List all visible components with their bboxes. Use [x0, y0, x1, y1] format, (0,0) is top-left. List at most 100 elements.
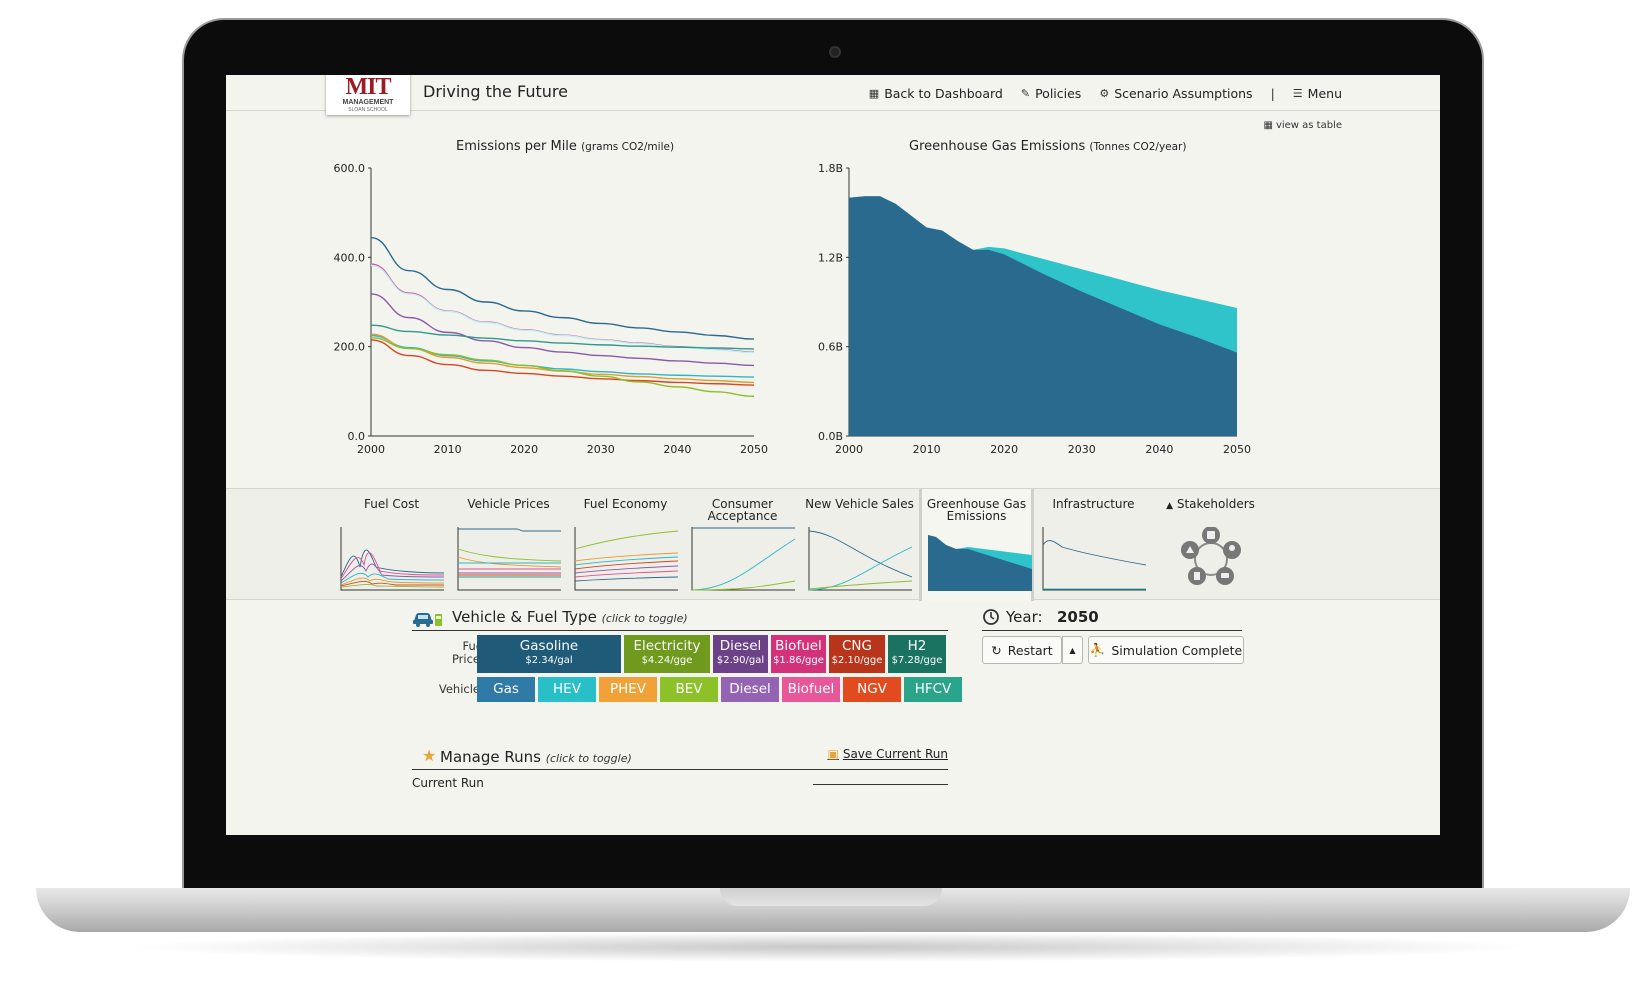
fuel-diesel-button[interactable]: Diesel $2.90/gal: [713, 635, 768, 673]
laptop-shadow: [120, 932, 1540, 962]
nav-scenario-assumptions[interactable]: ⚙ Scenario Assumptions: [1099, 86, 1252, 101]
top-bar: MIT MANAGEMENT SLOAN SCHOOL Driving the …: [226, 75, 1440, 115]
nav-separator: |: [1270, 86, 1275, 101]
y-tick-label: 400.0: [334, 251, 366, 264]
nav-assumptions-label: Scenario Assumptions: [1114, 86, 1253, 101]
tab-label: Fuel Cost: [363, 497, 420, 511]
emissions-series-line-7: [370, 339, 755, 386]
app-screen: MIT MANAGEMENT SLOAN SCHOOL Driving the …: [226, 75, 1440, 835]
stakeholders-label: Stakeholders: [1176, 497, 1255, 511]
ghg-chart-unit: (Tonnes CO2/year): [1089, 141, 1187, 153]
tab-new-vehicle-sales[interactable]: New Vehicle Sales: [802, 489, 917, 601]
fuel-price: $2.90/gal: [716, 655, 765, 666]
emissions-series-line-3: [370, 293, 755, 367]
tab-fuel-economy[interactable]: Fuel Economy: [568, 489, 683, 601]
tab-label: Fuel Economy: [583, 497, 668, 511]
emissions-series-line-4: [370, 324, 755, 350]
x-tick-label: 2020: [990, 443, 1018, 456]
tab-label: Greenhouse Gas Emissions: [926, 497, 1027, 523]
tab-label: Consumer Acceptance: [707, 497, 778, 523]
nav-menu[interactable]: ☰ Menu: [1293, 86, 1342, 101]
restart-button[interactable]: ↻ Restart: [982, 636, 1062, 664]
fuel-price: $2.10/gge: [831, 655, 883, 666]
nav-menu-label: Menu: [1307, 86, 1342, 101]
fuel-price: $1.86/gge: [773, 655, 824, 666]
tab-label-stakeholders: ▲ Stakeholders: [1153, 498, 1268, 524]
vehicle-hev-button[interactable]: HEV: [538, 677, 596, 702]
x-tick-label: 2010: [434, 443, 462, 456]
manage-runs-toggle-hint: (click to toggle): [545, 752, 632, 765]
tab-vehicle-prices[interactable]: Vehicle Prices: [451, 489, 566, 601]
fuel-gasoline-button[interactable]: Gasoline $2.34/gal: [477, 635, 621, 673]
fuel-name: Gasoline: [519, 638, 579, 654]
vehicle-ngv-button[interactable]: NGV: [843, 677, 901, 702]
vehicle-phev-button[interactable]: PHEV: [599, 677, 657, 702]
fuel-price: $7.28/gge: [891, 655, 943, 666]
save-current-run-link[interactable]: ▣ Save Current Run: [827, 747, 948, 761]
car-fuel-icon: [413, 613, 442, 627]
vehicles-label: Vehicles: [438, 682, 486, 696]
top-nav: ▦ Back to Dashboard ✎ Policies ⚙ Scenari…: [869, 86, 1342, 101]
vehicle-bev-button[interactable]: BEV: [660, 677, 718, 702]
x-tick-label: 2000: [357, 443, 385, 456]
infrastructure-sparkline: [1042, 527, 1146, 591]
vehicle-hfcv-button[interactable]: HFCV: [904, 677, 962, 702]
y-tick-label: 0.0B: [818, 430, 843, 443]
x-tick-label: 2010: [913, 443, 941, 456]
fuel-price: $2.34/gal: [525, 655, 573, 666]
fuel-name: H2: [907, 638, 927, 654]
caret-up-icon: ▲: [1069, 645, 1076, 655]
vehicle-fuel-header[interactable]: Vehicle & Fuel Type (click to toggle): [412, 605, 948, 631]
manage-runs-header[interactable]: ★ Manage Runs (click to toggle) ▣ Save C…: [412, 743, 948, 770]
emissions-per-mile-chart: 2000 2010 2020 2030 2040 2050 0.0 200.0 400.0 600…: [334, 162, 769, 456]
save-current-run-label: Save Current Run: [842, 747, 948, 761]
current-run-name-field[interactable]: [813, 783, 948, 785]
fuel-biofuel-button[interactable]: Biofuel $1.86/gge: [771, 635, 826, 673]
tab-greenhouse-gas-emissions[interactable]: Greenhouse Gas Emissions: [919, 489, 1034, 601]
tab-stakeholders[interactable]: ▲ Stakeholders: [1153, 489, 1268, 601]
vehicle-fuel-title: Vehicle & Fuel Type: [452, 608, 597, 626]
logo-subtitle: MANAGEMENT: [342, 99, 394, 106]
vehicle-prices-sparkline: [457, 527, 561, 591]
caret-up-icon: ▲: [1166, 501, 1174, 511]
nav-back-to-dashboard[interactable]: ▦ Back to Dashboard: [869, 86, 1003, 101]
vehicle-diesel-button[interactable]: Diesel: [721, 677, 779, 702]
greenhouse-gas-emissions-chart: 2000 2010 2020 2030 2040 2050 0.0B 0.6B 1.2B 1.8B: [818, 162, 1251, 456]
gear-icon: ⚙: [1099, 87, 1110, 100]
tab-fuel-cost[interactable]: Fuel Cost: [334, 489, 449, 601]
view-as-table-label: view as table: [1275, 120, 1342, 131]
vehicle-fuel-toggle-hint: (click to toggle): [601, 612, 688, 625]
current-run-label: Current Run: [412, 776, 484, 790]
y-tick-label: 200.0: [334, 341, 366, 354]
fuel-name: Biofuel: [775, 638, 822, 654]
fuel-cng-button[interactable]: CNG $2.10/gge: [829, 635, 885, 673]
consumer-acceptance-sparkline: [691, 527, 795, 591]
nav-policies[interactable]: ✎ Policies: [1021, 86, 1081, 101]
y-tick-label: 0.0: [348, 430, 366, 443]
stakeholders-icon: [1181, 527, 1241, 585]
fuel-cost-sparkline: [340, 527, 444, 591]
mit-sloan-logo[interactable]: MIT MANAGEMENT SLOAN SCHOOL: [326, 75, 410, 115]
clock-icon: [983, 609, 999, 625]
view-as-table-link[interactable]: ▦ view as table: [1263, 120, 1342, 131]
logo-mark: MIT: [345, 75, 392, 100]
emissions-chart-title-text: Emissions per Mile: [456, 139, 577, 154]
x-tick-label: 2050: [1223, 443, 1251, 456]
vehicle-gas-button[interactable]: Gas: [477, 677, 535, 702]
x-tick-label: 2050: [740, 443, 768, 456]
manage-runs-title-wrap: Manage Runs (click to toggle): [440, 748, 632, 766]
running-figure-icon: ⛹: [1089, 642, 1106, 657]
app-title: Driving the Future: [423, 82, 568, 101]
ghg-chart-title: Greenhouse Gas Emissions (Tonnes CO2/yea…: [909, 139, 1186, 154]
vehicle-biofuel-button[interactable]: Biofuel: [782, 677, 840, 702]
simulation-status-button[interactable]: ⛹ Simulation Complete: [1088, 636, 1244, 664]
restart-options-dropdown[interactable]: ▲: [1062, 636, 1083, 664]
year-label: Year:: [1006, 608, 1043, 626]
y-tick-label: 0.6B: [818, 341, 843, 354]
x-tick-label: 2040: [663, 443, 691, 456]
fuel-electricity-button[interactable]: Electricity $4.24/gge: [624, 635, 710, 673]
hamburger-menu-icon: ☰: [1292, 87, 1303, 100]
tab-infrastructure[interactable]: Infrastructure: [1036, 489, 1151, 601]
tab-consumer-acceptance[interactable]: Consumer Acceptance: [685, 489, 800, 601]
fuel-h2-button[interactable]: H2 $7.28/gge: [888, 635, 946, 673]
